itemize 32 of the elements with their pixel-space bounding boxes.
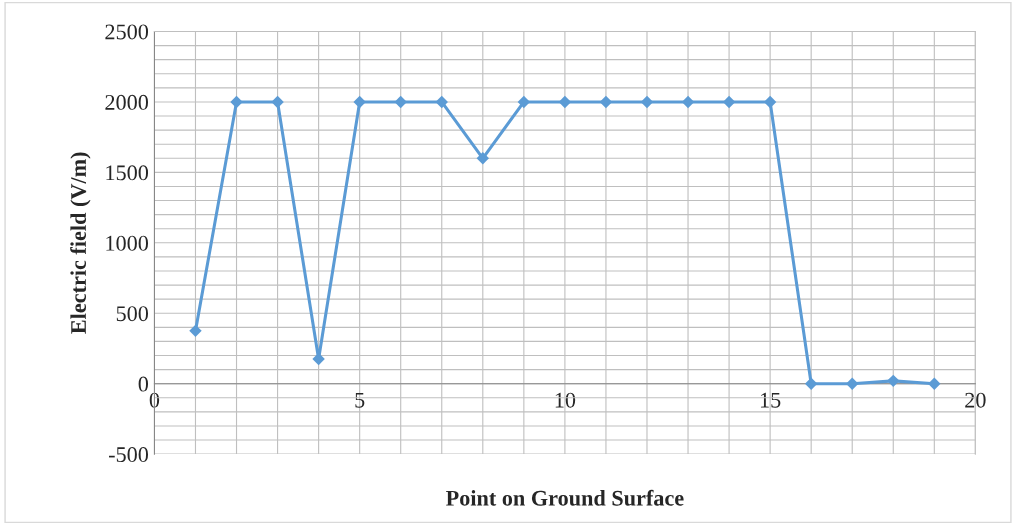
- point: [681, 95, 695, 109]
- point: [353, 95, 366, 109]
- x-tick-label: 15: [760, 392, 781, 408]
- point: [517, 95, 531, 109]
- x-tick-label: 20: [965, 392, 986, 408]
- point: [394, 95, 407, 109]
- y-tick-label: 1000: [106, 235, 149, 251]
- point: [230, 95, 243, 109]
- point: [312, 352, 325, 366]
- y-tick-label: 1500: [106, 165, 149, 181]
- x-tick-label: 10: [555, 392, 576, 408]
- point: [763, 95, 777, 109]
- point: [599, 95, 613, 109]
- point: [640, 95, 654, 109]
- point: [271, 95, 284, 109]
- point: [804, 377, 818, 390]
- x-axis-title: Point on Ground Surface: [446, 489, 684, 506]
- y-axis-title: Electric field (V/m): [70, 152, 91, 334]
- point: [928, 377, 941, 390]
- point: [558, 95, 572, 109]
- point: [435, 95, 448, 109]
- point: [722, 95, 736, 109]
- x-tick-label: 5: [355, 392, 365, 408]
- y-tick-label: 500: [116, 306, 149, 322]
- point: [189, 324, 202, 338]
- y-tick-label: 0: [138, 376, 149, 392]
- point: [476, 152, 490, 165]
- point: [887, 374, 900, 388]
- y-tick-label: 2500: [105, 24, 149, 40]
- point: [846, 377, 859, 390]
- y-tick-label: -500: [108, 447, 149, 463]
- y-tick-label: 2000: [105, 94, 149, 110]
